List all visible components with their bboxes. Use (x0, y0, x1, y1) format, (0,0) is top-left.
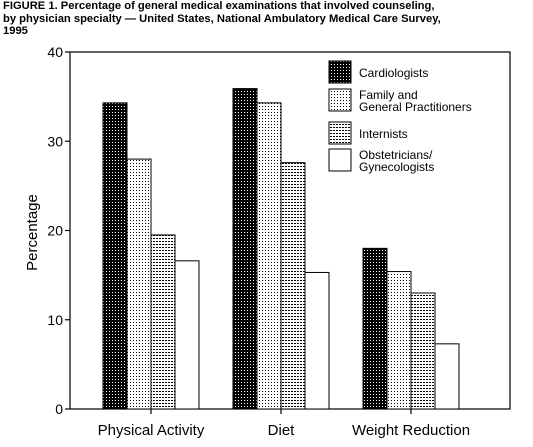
y-tick-label: 30 (47, 133, 63, 149)
y-tick-label: 20 (47, 223, 63, 239)
legend-swatch (328, 148, 352, 172)
figure-title-line-3: 1995 (3, 25, 28, 37)
bar (150, 234, 176, 410)
x-tick-label: Weight Reduction (352, 422, 470, 439)
bar (410, 292, 436, 410)
bar (232, 88, 258, 410)
legend-label: Obstetricians/ (359, 148, 433, 162)
y-axis-label: Percentage (24, 194, 41, 271)
y-tick-label: 10 (47, 312, 63, 328)
bar (126, 158, 152, 410)
y-tick-label: 0 (55, 401, 63, 417)
bar (256, 102, 282, 410)
legend-label: General Practitioners (359, 100, 472, 114)
legend-swatch (328, 60, 352, 84)
bar (102, 102, 128, 410)
figure-title-line-2: by physician specialty — United States, … (3, 12, 441, 25)
bar (362, 247, 388, 410)
figure-title: FIGURE 1. Percentage of general medical … (3, 0, 531, 38)
bar (434, 343, 460, 410)
legend-label: Family and (359, 88, 418, 102)
legend-swatch (328, 88, 352, 112)
bar (304, 271, 330, 410)
legend-swatch (328, 121, 352, 145)
legend-label: Internists (359, 127, 408, 141)
bars (102, 88, 460, 410)
figure-title-line-1: FIGURE 1. Percentage of general medical … (3, 0, 435, 12)
bar (174, 260, 200, 410)
x-tick-label: Diet (268, 422, 296, 439)
axes: 0 10 20 30 40 Percentage Physical Activity Diet… (24, 44, 511, 439)
bar (386, 271, 412, 410)
y-tick-label: 40 (47, 44, 63, 60)
bar (280, 162, 306, 410)
x-tick-label: Physical Activity (98, 422, 205, 439)
legend-label: Cardiologists (359, 66, 428, 80)
legend-label: Gynecologists (359, 160, 434, 174)
